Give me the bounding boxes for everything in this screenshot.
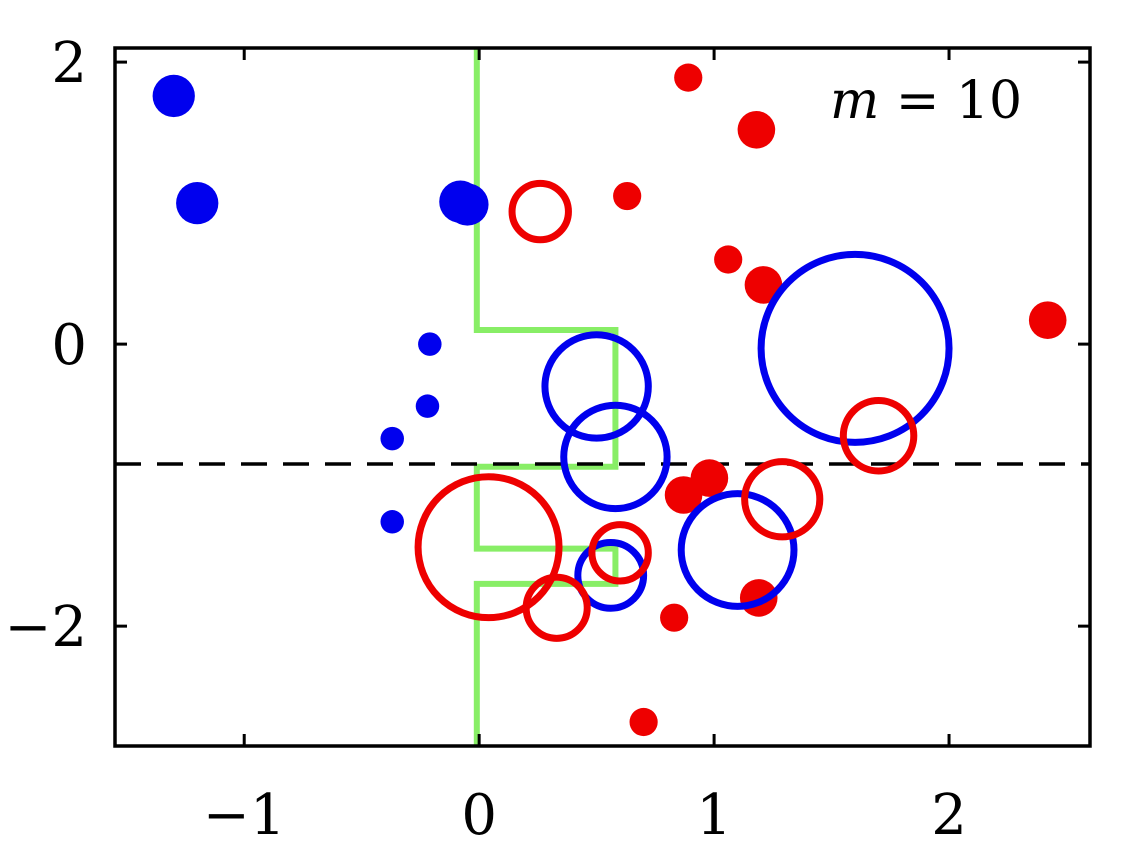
y-tick-label-1: 0 <box>51 313 87 378</box>
y-tick-label-0: −2 <box>4 595 87 660</box>
point-filled-4 <box>418 332 442 356</box>
point-filled-9 <box>737 110 776 149</box>
point-filled-18 <box>629 707 658 737</box>
point-filled-17 <box>660 603 689 632</box>
point-filled-10 <box>613 181 642 211</box>
point-ring-9 <box>588 521 652 585</box>
point-filled-11 <box>714 245 743 274</box>
point-ring-6 <box>839 397 918 475</box>
axes-layer: −1 0 1 2 −2 0 2 <box>4 31 1092 848</box>
point-filled-13 <box>1028 301 1067 339</box>
point-filled-3 <box>446 183 489 226</box>
x-tick-label-0: −1 <box>203 783 286 848</box>
point-filled-8 <box>674 63 703 92</box>
x-tick-label-1: 0 <box>461 783 497 848</box>
point-ring-1 <box>560 401 671 513</box>
point-ring-5 <box>508 179 572 244</box>
point-filled-0 <box>152 74 195 118</box>
point-ring-7 <box>741 458 824 541</box>
point-ring-10 <box>522 573 591 642</box>
x-tick-label-3: 2 <box>931 783 967 848</box>
point-ring-3 <box>677 490 798 610</box>
y-tick-label-2: 2 <box>51 31 87 96</box>
annotation: m = 10 <box>830 71 1022 131</box>
point-ring-4 <box>574 538 648 612</box>
series-layer <box>115 48 1090 746</box>
point-filled-12 <box>744 266 783 304</box>
point-ring-8 <box>414 473 563 622</box>
point-ring-0 <box>541 331 652 442</box>
point-filled-1 <box>176 181 219 225</box>
x-tick-label-2: 1 <box>696 783 732 848</box>
point-filled-7 <box>380 510 404 534</box>
point-ring-2 <box>757 250 953 446</box>
plot-frame <box>113 46 1092 748</box>
point-filled-5 <box>415 394 440 418</box>
point-filled-15 <box>664 476 703 514</box>
point-filled-6 <box>380 426 404 451</box>
